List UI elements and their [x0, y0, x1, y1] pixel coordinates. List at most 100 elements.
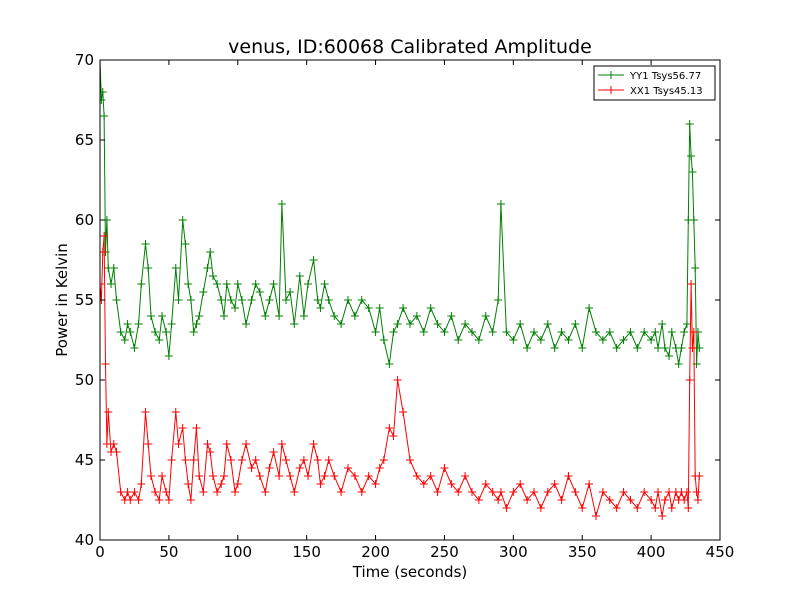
x-tick-label: 50 — [159, 543, 178, 561]
data-point — [144, 264, 153, 272]
data-point — [357, 296, 366, 304]
data-point — [137, 480, 146, 488]
data-point — [509, 488, 518, 496]
x-tick-label: 300 — [499, 543, 528, 561]
data-point — [474, 336, 483, 344]
data-point — [461, 472, 470, 480]
data-point — [550, 344, 559, 352]
data-point — [199, 288, 208, 296]
data-point — [585, 480, 594, 488]
data-point — [158, 472, 166, 480]
data-point — [344, 296, 352, 304]
data-point — [100, 96, 106, 104]
data-point — [251, 280, 260, 288]
data-point — [633, 344, 642, 352]
data-point — [186, 496, 195, 504]
data-point — [371, 328, 380, 336]
data-point — [385, 360, 394, 368]
data-point — [695, 472, 704, 480]
data-point — [112, 448, 121, 456]
data-point — [213, 280, 222, 288]
data-point — [454, 336, 463, 344]
data-point — [689, 328, 698, 336]
data-point — [543, 320, 552, 328]
data-point — [667, 504, 676, 512]
data-point — [412, 312, 421, 320]
data-point — [488, 328, 497, 336]
data-point — [571, 488, 580, 496]
data-point — [277, 440, 286, 448]
data-point — [330, 472, 339, 480]
data-point — [393, 376, 402, 384]
data-point — [379, 456, 388, 464]
data-point — [440, 464, 449, 472]
data-point — [364, 304, 373, 312]
data-point — [682, 488, 691, 496]
data-point — [123, 320, 132, 328]
data-point — [578, 504, 587, 512]
data-point — [146, 472, 155, 480]
data-point — [516, 320, 525, 328]
data-point — [406, 320, 414, 328]
data-point — [530, 488, 538, 496]
data-point — [261, 312, 270, 320]
data-point — [309, 440, 318, 448]
data-point — [309, 256, 318, 264]
data-point — [141, 240, 150, 248]
data-point — [619, 336, 628, 344]
data-point — [107, 280, 116, 288]
data-point — [640, 488, 649, 496]
data-point — [667, 328, 676, 336]
data-point — [155, 496, 164, 504]
data-point — [474, 496, 483, 504]
data-point — [112, 296, 121, 304]
data-point — [687, 280, 696, 288]
data-point — [171, 408, 180, 416]
data-point — [167, 320, 176, 328]
data-point — [647, 496, 656, 504]
data-point — [688, 168, 697, 176]
x-tick-label: 150 — [292, 543, 321, 561]
data-point — [316, 480, 325, 488]
y-tick-label: 45 — [75, 451, 94, 469]
data-point — [433, 488, 442, 496]
data-point — [682, 320, 691, 328]
data-point — [304, 280, 313, 288]
data-point — [269, 280, 278, 288]
data-point — [320, 472, 329, 480]
data-point — [688, 344, 697, 352]
data-point — [389, 328, 398, 336]
data-point — [337, 320, 346, 328]
data-point — [660, 344, 669, 352]
data-point — [350, 472, 359, 480]
data-point — [692, 488, 701, 496]
y-tick-label: 55 — [75, 291, 94, 309]
data-point — [144, 440, 153, 448]
data-point — [371, 480, 380, 488]
data-point — [195, 312, 204, 320]
data-point — [162, 328, 171, 336]
data-point — [605, 496, 614, 504]
x-tick-label: 100 — [223, 543, 252, 561]
y-axis-label: Power in Kelvin — [53, 243, 71, 357]
data-point — [151, 488, 160, 496]
data-point — [447, 312, 456, 320]
y-tick-label: 40 — [75, 531, 94, 549]
data-point — [299, 456, 308, 464]
data-point — [222, 280, 231, 288]
data-point — [282, 296, 290, 304]
data-point — [564, 472, 573, 480]
data-point — [251, 456, 260, 464]
data-point — [116, 328, 125, 336]
data-point — [192, 320, 201, 328]
data-point — [665, 488, 674, 496]
data-point — [102, 440, 111, 448]
data-point — [313, 456, 322, 464]
legend-box — [593, 65, 716, 101]
data-point — [389, 432, 398, 440]
data-point — [626, 328, 635, 336]
data-point — [665, 352, 674, 360]
data-point — [468, 328, 476, 336]
data-point — [680, 328, 689, 336]
